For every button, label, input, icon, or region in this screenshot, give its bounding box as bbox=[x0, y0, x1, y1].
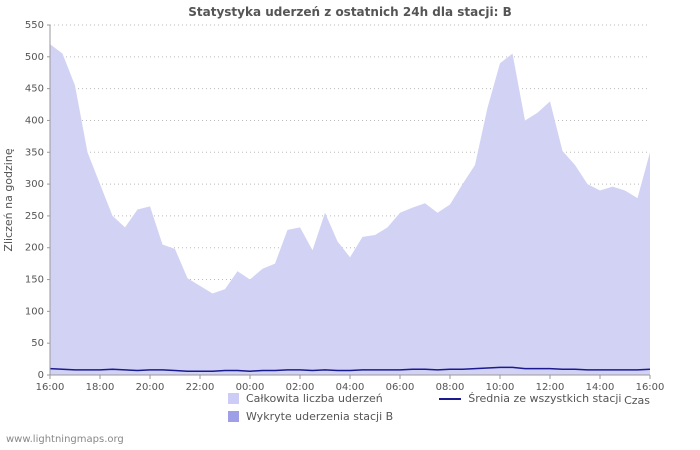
x-axis-title: Czas bbox=[624, 394, 650, 407]
x-tick-label: 02:00 bbox=[286, 382, 315, 393]
x-tick-label: 04:00 bbox=[336, 382, 365, 393]
legend-item-average-all-stations: Średnia ze wszystkich stacji bbox=[439, 392, 621, 405]
x-tick-label: 14:00 bbox=[586, 382, 615, 393]
strikes-area-chart: 0 50 100 150 200 250 300 350 400 450 500 550 16:00 18… bbox=[2, 20, 665, 407]
y-tick-label: 450 bbox=[25, 84, 44, 95]
y-tick-label: 400 bbox=[25, 115, 44, 126]
area-total-strikes bbox=[50, 44, 650, 375]
line-average-all-stations bbox=[49, 366, 651, 372]
x-tick-label: 08:00 bbox=[436, 382, 465, 393]
y-tick-label: 250 bbox=[25, 211, 44, 222]
x-tick-label: 20:00 bbox=[136, 382, 165, 393]
legend-item-detected-station-b: Wykryte uderzenia stacji B bbox=[228, 410, 393, 423]
chart-title: Statystyka uderzeń z ostatnich 24h dla s… bbox=[188, 5, 512, 19]
x-tick-label: 22:00 bbox=[186, 382, 215, 393]
x-tick-label: 18:00 bbox=[86, 382, 115, 393]
y-tick-label: 550 bbox=[25, 20, 44, 31]
x-tick-label: 16:00 bbox=[636, 382, 665, 393]
x-tick-label: 10:00 bbox=[486, 382, 515, 393]
y-tick-label: 50 bbox=[31, 338, 44, 349]
x-tick-label: 00:00 bbox=[236, 382, 265, 393]
y-tick-label: 200 bbox=[25, 243, 44, 254]
y-tick-label: 350 bbox=[25, 147, 44, 158]
site-credit: www.lightningmaps.org bbox=[6, 434, 124, 445]
y-tick-label: 150 bbox=[25, 275, 44, 286]
legend-item-total-strikes: Całkowita liczba uderzeń bbox=[228, 392, 393, 405]
legend-label-average-all-stations: Średnia ze wszystkich stacji bbox=[468, 392, 622, 405]
x-tick-label: 12:00 bbox=[536, 382, 565, 393]
average-line-swatch-icon bbox=[439, 397, 462, 400]
x-tick-label: 16:00 bbox=[36, 382, 65, 393]
total-strikes-swatch-icon bbox=[228, 393, 239, 404]
legend-label-total-strikes: Całkowita liczba uderzeń bbox=[246, 392, 383, 405]
legend-column-right: Średnia ze wszystkich stacji bbox=[439, 392, 621, 428]
y-axis-title: Zliczeń na godzinę bbox=[2, 148, 15, 251]
legend-label-detected-station-b: Wykryte uderzenia stacji B bbox=[246, 410, 394, 423]
y-tick-label: 100 bbox=[25, 306, 44, 317]
y-tick-label: 500 bbox=[25, 52, 44, 63]
legend-column-left: Całkowita liczba uderzeń Wykryte uderzen… bbox=[228, 392, 393, 428]
x-tick-label: 06:00 bbox=[386, 382, 415, 393]
y-tick-label: 0 bbox=[38, 370, 44, 381]
legend: Całkowita liczba uderzeń Wykryte uderzen… bbox=[228, 392, 621, 428]
detected-station-b-swatch-icon bbox=[228, 411, 239, 422]
y-tick-label: 300 bbox=[25, 179, 44, 190]
